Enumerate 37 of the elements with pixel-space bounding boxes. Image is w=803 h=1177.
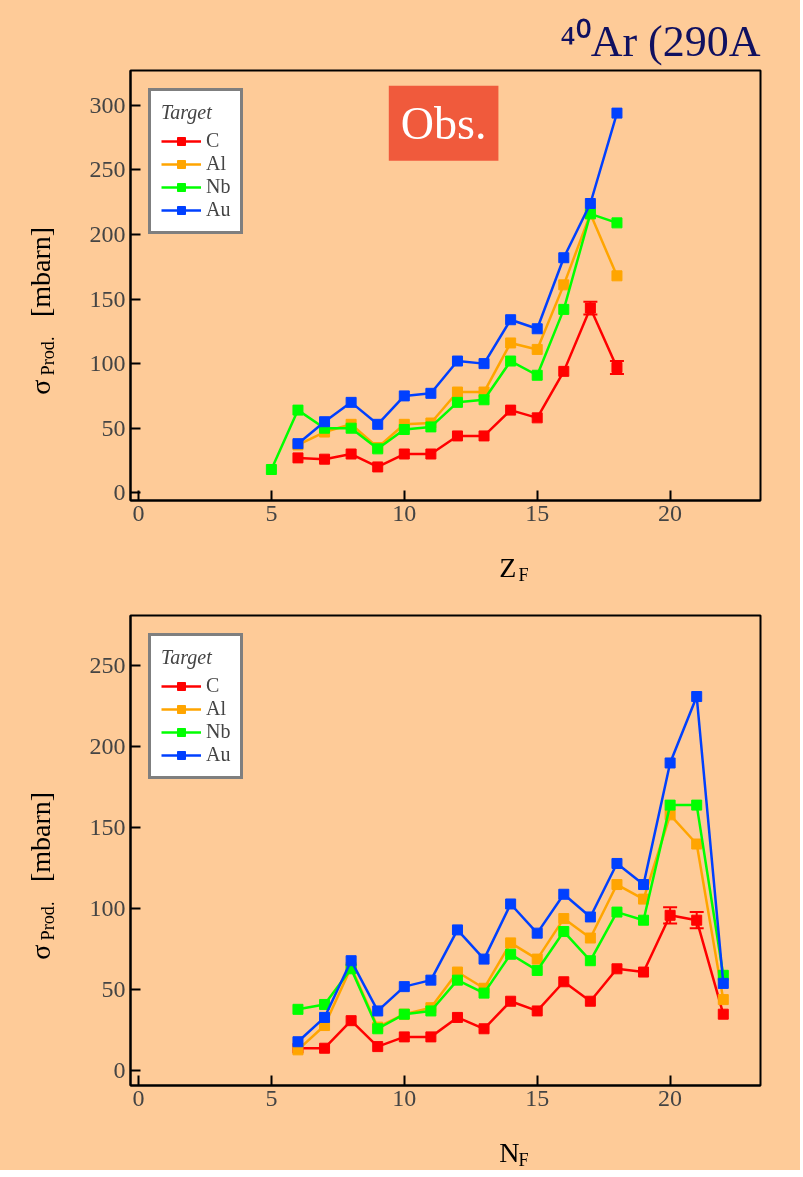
legend-label: Au xyxy=(206,198,231,221)
y-axis-title: σProd. [mbarn] xyxy=(25,791,58,960)
y-tick-label: 100 xyxy=(89,895,126,922)
legend-label: Nb xyxy=(206,175,231,198)
y-tick-label: 200 xyxy=(89,733,126,760)
x-tick-label: 5 xyxy=(265,499,278,526)
x-tick-label: 15 xyxy=(525,1084,550,1111)
y-tick-label: 250 xyxy=(89,156,126,183)
y-tick-label: 200 xyxy=(89,220,126,247)
x-tick-label: 10 xyxy=(392,499,417,526)
y-tick-label: 100 xyxy=(89,350,126,377)
x-tick-label: 20 xyxy=(658,499,683,526)
legend-label: Al xyxy=(206,152,226,175)
y-tick-label: 250 xyxy=(89,652,126,679)
y-tick-label: 0 xyxy=(113,1057,126,1084)
legend-label: C xyxy=(206,674,221,697)
y-tick-label: 150 xyxy=(89,814,126,841)
x-tick-label: 10 xyxy=(392,1084,417,1111)
legend-title: Target xyxy=(161,101,213,124)
x-tick-label: 5 xyxy=(265,1084,278,1111)
y-tick-label: 0 xyxy=(113,479,126,506)
legend-label: Al xyxy=(206,697,226,720)
y-tick-label: 150 xyxy=(89,285,126,312)
x-tick-label: 20 xyxy=(658,1084,683,1111)
legend-label: Nb xyxy=(206,720,231,743)
y-tick-label: 300 xyxy=(89,91,126,118)
annotation: Obs. xyxy=(400,97,487,149)
y-axis-title: σProd. [mbarn] xyxy=(25,226,58,395)
x-tick-label: 15 xyxy=(525,499,550,526)
x-tick-label: 0 xyxy=(132,499,145,526)
chart-title: ⁴⁰Ar (290A xyxy=(560,16,761,66)
legend-title: Target xyxy=(161,646,213,669)
y-tick-label: 50 xyxy=(101,976,126,1003)
y-tick-label: 50 xyxy=(101,414,126,441)
legend-label: C xyxy=(206,129,221,152)
legend-label: Au xyxy=(206,743,231,766)
x-tick-label: 0 xyxy=(132,1084,145,1111)
